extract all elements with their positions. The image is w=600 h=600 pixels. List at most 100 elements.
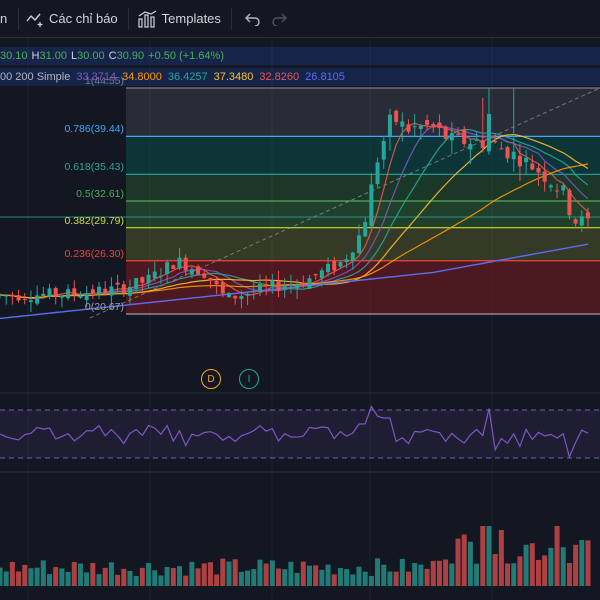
indicators-icon [25,8,47,30]
volume-bar [65,571,71,586]
moving-average-200-line [0,243,589,320]
volume-bar [102,567,108,586]
candle-body [208,277,213,281]
volume-bar [90,562,96,586]
volume-bar [554,526,560,586]
redo-button[interactable] [268,0,290,38]
volume-bar [306,565,312,586]
indicators-label: Các chỉ báo [49,11,118,26]
volume-bar [96,574,102,586]
templates-icon [137,8,159,30]
candle-body [375,162,380,185]
volume-bar [251,569,257,586]
volume-bar [337,567,343,586]
candle-body [127,286,132,296]
candle-body [177,257,182,269]
toolbar-partial-item[interactable]: n [0,0,18,38]
volume-bar [152,570,158,586]
ma-value: 33.3714 [76,71,117,83]
volume-bar [498,530,504,586]
volume-bar [183,575,189,586]
info-marker[interactable]: I [239,369,259,389]
ohlc-key: C [108,50,117,62]
candle-body [511,151,516,160]
volume-bar [53,567,59,586]
volume-bar [455,538,461,586]
ma-value: 32.8260 [259,71,300,83]
candle-body [406,124,411,132]
chart-canvas[interactable] [0,38,600,600]
volume-bar [511,563,517,586]
candle-body [307,278,312,289]
trend-line [89,87,600,319]
fib-level-label: 0.618(35.43) [64,161,124,174]
candle-body [134,278,139,289]
candle-body [202,273,207,278]
candle-body [78,296,83,298]
candle-body [505,147,510,159]
candle-body [97,286,102,295]
fib-level-label: 1(44.55) [84,75,124,87]
volume-bar [319,569,325,586]
candle-body [115,282,120,285]
candle-body [443,126,448,139]
volume-bar [9,561,15,586]
volume-bar [245,570,251,586]
candle-body [214,280,219,285]
volume-bar [34,567,40,586]
volume-bar [276,568,282,586]
volume-bar [492,553,498,586]
volume-bar [71,561,77,586]
candle-body [22,298,27,300]
fib-band [126,174,600,201]
volume-bar [548,547,554,586]
candle-body [400,121,405,127]
candle-body [270,280,275,286]
candle-body [313,274,318,276]
candle-body [326,263,331,273]
volume-bar [430,560,436,586]
candle-body [84,293,89,301]
volume-bar [201,563,207,586]
candle-body [363,222,368,237]
candle-body [369,184,374,227]
volume-bar [523,544,529,586]
volume-bar [449,563,455,586]
undo-button[interactable] [242,0,264,38]
toolbar-divider [18,7,19,30]
candle-body [158,275,163,277]
ma-value: 26.8105 [305,71,345,83]
candle-body [257,283,262,292]
candle-body [524,157,529,163]
candle-body [227,293,232,298]
candle-body [28,300,33,303]
volume-bar [269,560,275,586]
volume-bar [356,566,362,586]
templates-button[interactable]: Templates [137,0,221,38]
volume-bar [176,566,182,586]
candle-body [579,216,584,226]
volume-bar [84,572,90,586]
dividend-marker[interactable]: D [201,369,221,389]
candle-body [437,122,442,128]
volume-bar [40,560,46,586]
candle-body [431,124,436,127]
indicators-button[interactable]: Các chỉ báo [25,0,118,38]
volume-bar [406,571,412,586]
candle-body [16,295,21,301]
volume-bar [542,555,548,586]
volume-bar [115,574,121,586]
candle-body [41,293,46,297]
ohlc-key: H [31,50,40,62]
volume-bar [77,563,83,586]
volume-bar [344,569,350,586]
ma-value: 34.8000 [122,71,162,83]
fib-band [126,227,600,261]
candle-body [319,270,324,279]
candle-body [567,189,572,216]
ma-value: 36.4257 [167,71,208,83]
candle-body [449,133,454,141]
candle-body [276,281,281,292]
volume-bar [263,563,269,586]
toolbar-divider [127,7,129,30]
